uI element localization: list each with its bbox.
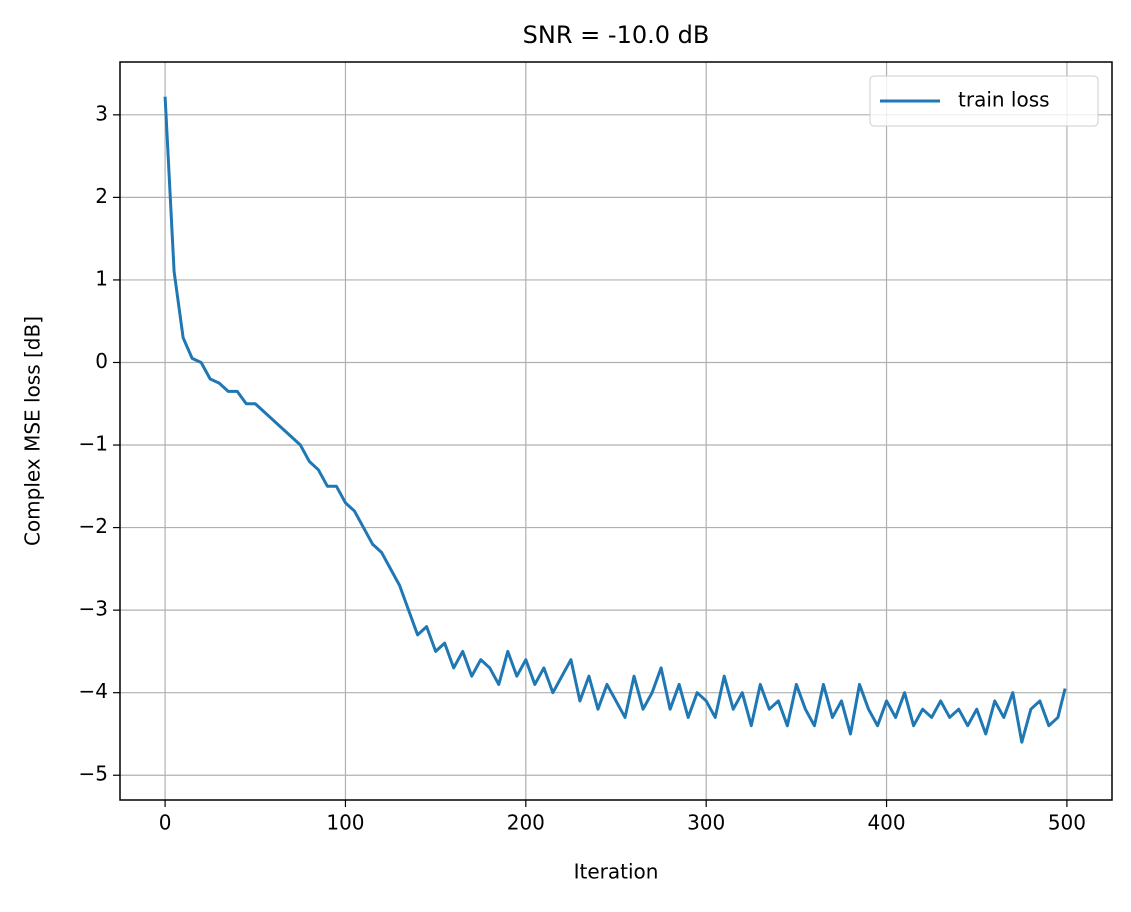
y-tick-label: −5 bbox=[79, 762, 108, 786]
x-tick-label: 100 bbox=[326, 811, 364, 835]
x-tick-label: 500 bbox=[1048, 811, 1086, 835]
legend-label: train loss bbox=[958, 88, 1050, 112]
axes-frame bbox=[119, 61, 1113, 801]
y-tick-label: 2 bbox=[95, 184, 108, 208]
x-axis-label: Iteration bbox=[574, 860, 659, 884]
grid bbox=[120, 62, 1112, 800]
y-tick-label: −1 bbox=[79, 432, 108, 456]
y-tick-label: −4 bbox=[79, 679, 108, 703]
legend: train loss bbox=[869, 75, 1099, 127]
y-axis-label: Complex MSE loss [dB] bbox=[21, 316, 45, 546]
x-tick-label: 400 bbox=[867, 811, 905, 835]
x-tick-label: 300 bbox=[687, 811, 725, 835]
y-tick-label: 0 bbox=[95, 349, 108, 373]
y-tick-label: −3 bbox=[79, 597, 108, 621]
y-tick-label: 1 bbox=[95, 266, 108, 290]
data-line bbox=[163, 96, 1067, 744]
x-tick-label: 200 bbox=[507, 811, 545, 835]
y-tick-label: −2 bbox=[79, 514, 108, 538]
plot-area bbox=[163, 96, 1067, 744]
x-tick-label: 0 bbox=[159, 811, 172, 835]
legend-box bbox=[869, 75, 1099, 127]
chart-title: SNR = -10.0 dB bbox=[523, 21, 710, 49]
y-tick-label: 3 bbox=[95, 101, 108, 125]
